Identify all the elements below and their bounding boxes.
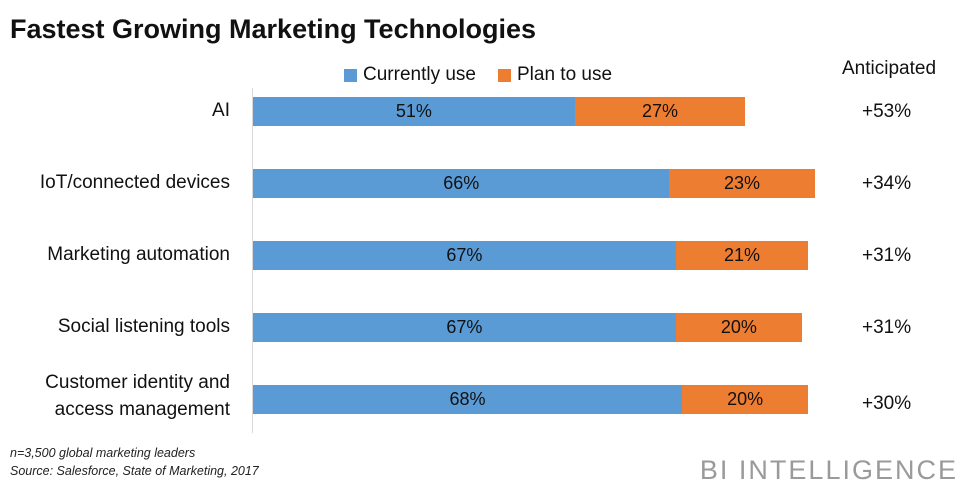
category-label: Social listening tools (57, 316, 230, 337)
anticipated-value: +31% (862, 245, 912, 266)
anticipated-header: Anticipated (842, 58, 937, 79)
bar-currently-use: 68% (253, 385, 683, 414)
bar-currently-use: 67% (253, 241, 676, 270)
bar-plan-to-use: 27% (574, 97, 746, 126)
category-axis-line (252, 88, 253, 433)
legend-label: Plan to use (517, 64, 613, 85)
legend-swatch (498, 68, 511, 82)
legend-swatch (344, 68, 357, 82)
legend: Currently use Plan to use (344, 64, 612, 86)
bar-currently-use: 51% (253, 97, 575, 126)
legend-item-plan-to-use: Plan to use (498, 64, 612, 86)
anticipated-value: +53% (862, 101, 912, 122)
chart-title: Fastest Growing Marketing Technologies (10, 14, 537, 44)
bar-plan-to-use: 20% (675, 313, 802, 342)
bar-plan-to-use: 21% (675, 241, 809, 270)
legend-label: Currently use (363, 64, 476, 85)
bar-plan-to-use: 20% (682, 385, 809, 414)
category-label: IoT/connected devices (39, 172, 230, 193)
anticipated-value: +34% (862, 173, 912, 194)
bar-currently-use: 67% (253, 313, 676, 342)
anticipated-value: +31% (862, 317, 912, 338)
footnote-sample: n=3,500 global marketing leaders (10, 446, 196, 460)
bar-currently-use: 66% (253, 169, 670, 198)
category-label: Customer identity and access management (45, 372, 230, 420)
bi-intelligence-logo: BI INTELLIGENCE (699, 455, 958, 485)
anticipated-value: +30% (862, 393, 912, 414)
legend-item-currently-use: Currently use (344, 64, 476, 86)
category-label: Marketing automation (47, 244, 230, 265)
bar-plan-to-use: 23% (669, 169, 815, 198)
footnote-source: Source: Salesforce, State of Marketing, … (10, 464, 259, 478)
category-label: AI (212, 100, 230, 121)
